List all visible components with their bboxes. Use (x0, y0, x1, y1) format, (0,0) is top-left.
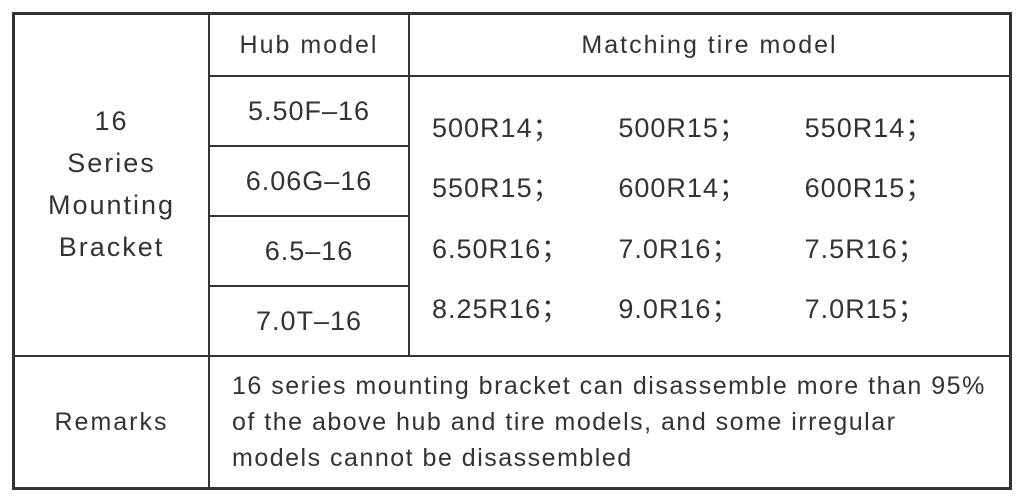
hub-column: Hub model 5.50F–16 6.06G–16 6.5–16 7.0T–… (210, 15, 410, 355)
tire-item: 600R14； (618, 166, 804, 205)
tire-item: 9.0R16； (618, 287, 804, 326)
tire-header: Matching tire model (410, 15, 1009, 77)
series-cell: 16SeriesMountingBracket (15, 15, 210, 355)
tire-item: 550R14； (805, 106, 991, 145)
remarks-label: Remarks (15, 357, 210, 487)
tire-item: 6.50R16； (432, 227, 618, 266)
hub-cell: 7.0T–16 (210, 287, 408, 355)
tire-column: Matching tire model 500R14； 500R15； 550R… (410, 15, 1009, 355)
spec-table: 16SeriesMountingBracket Hub model 5.50F–… (12, 12, 1012, 490)
remarks-body: 16 series mounting bracket can disassemb… (210, 357, 1009, 487)
tire-item: 7.0R15； (805, 287, 991, 326)
tire-item: 550R15； (432, 166, 618, 205)
tire-row: 500R14； 500R15； 550R14； (432, 106, 991, 145)
hub-cell: 6.06G–16 (210, 147, 408, 217)
tire-item: 7.5R16； (805, 227, 991, 266)
tire-item: 8.25R16； (432, 287, 618, 326)
hub-header: Hub model (210, 15, 408, 77)
hub-cell: 5.50F–16 (210, 77, 408, 147)
tire-row: 6.50R16； 7.0R16； 7.5R16； (432, 227, 991, 266)
series-label: 16SeriesMountingBracket (48, 101, 175, 268)
remarks-section: Remarks 16 series mounting bracket can d… (15, 357, 1009, 487)
tire-body: 500R14； 500R15； 550R14； 550R15； 600R14； … (410, 77, 1009, 355)
tire-row: 8.25R16； 9.0R16； 7.0R15； (432, 287, 991, 326)
tire-item: 7.0R16； (618, 227, 804, 266)
hub-cell: 6.5–16 (210, 217, 408, 287)
tire-item: 500R15； (618, 106, 804, 145)
top-section: 16SeriesMountingBracket Hub model 5.50F–… (15, 15, 1009, 357)
tire-item: 500R14； (432, 106, 618, 145)
tire-row: 550R15； 600R14； 600R15； (432, 166, 991, 205)
tire-item: 600R15； (805, 166, 991, 205)
